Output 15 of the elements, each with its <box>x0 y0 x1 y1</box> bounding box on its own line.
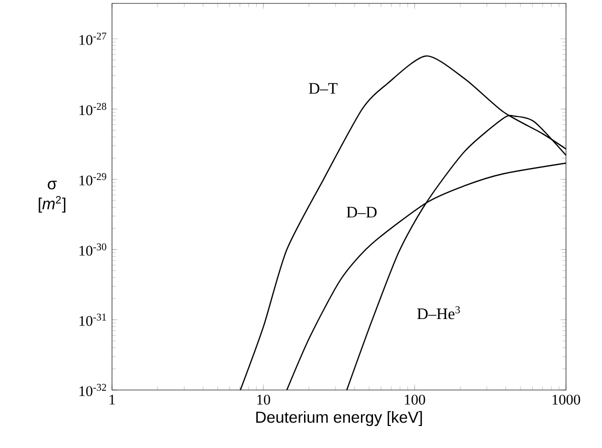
y-tick-label: 10$^{-27}$ <box>80 32 106 45</box>
y-axis-title: σ [m$^{2}$] <box>38 180 66 213</box>
x-tick-label: 10 <box>257 394 270 405</box>
y-tick-label: 10$^{-29}$ <box>80 173 106 186</box>
text: D–He$^{3}$ <box>417 306 460 320</box>
x-axis-title: Deuterium energy [keV] <box>256 411 422 426</box>
x-tick-label: 100 <box>404 394 426 405</box>
y-tick-label: 10$^{-30}$ <box>80 243 106 256</box>
y-tick-label: 10$^{-31}$ <box>80 314 106 326</box>
series-label: D–T <box>308 83 338 94</box>
x-tick-label: 1000 <box>552 394 580 405</box>
y-tick-label: 10$^{-28}$ <box>80 102 106 116</box>
y-tick-label: 10$^{-32}$ <box>80 384 106 396</box>
series-label: D–D <box>346 206 377 218</box>
x-tick-label: 1 <box>110 394 115 404</box>
